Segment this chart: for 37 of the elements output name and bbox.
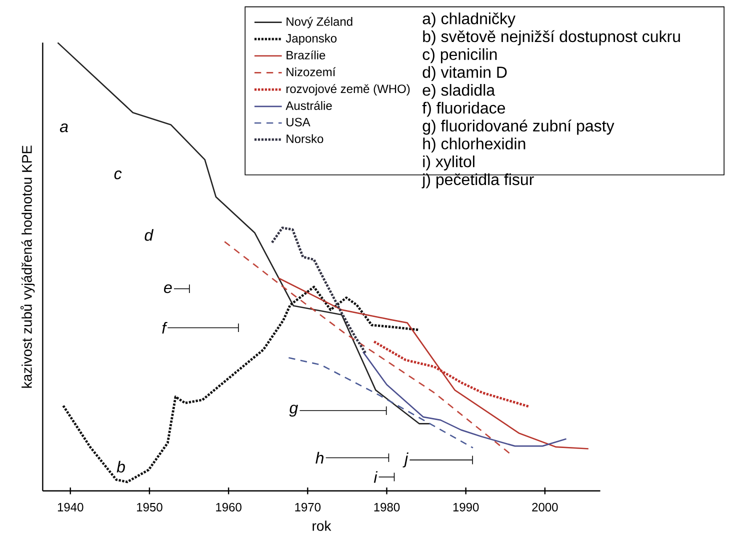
legend-label: rozvojové země (WHO) (286, 84, 410, 96)
text: a) chladničky (422, 12, 516, 28)
annotation: f) fluoridace (422, 102, 505, 117)
legend-label: USA (286, 118, 310, 126)
annotation: e) sladidla (422, 84, 496, 99)
annotation: f (162, 322, 168, 334)
x-tick-label: 2000 (532, 502, 558, 512)
annotation: a (60, 123, 68, 132)
annotation: h (316, 452, 324, 464)
legend-label: Brazílie (286, 50, 326, 60)
annotation: b (116, 460, 125, 473)
x-tick-label: 1950 (137, 502, 162, 512)
x-axis-title: rok (312, 520, 332, 531)
annotation: i (374, 471, 378, 483)
legend-label: Nizozemí (286, 67, 336, 76)
annotation: g) fluoridované zubní pasty (422, 120, 614, 135)
annotation: b) světově nejnižší dostupnost cukru (423, 30, 680, 46)
x-tick-label: 1980 (374, 502, 400, 512)
x-tick-label: 1970 (295, 502, 321, 512)
annotation: c) penicilin (422, 48, 497, 64)
annotation: j (402, 452, 408, 468)
x-tick-label: 1940 (58, 502, 84, 512)
x-tick-label: 1990 (453, 502, 479, 512)
annotation: d (144, 229, 154, 241)
y-axis-title: kazivost zubů vyjádřená hodnotou KPE (20, 146, 35, 388)
annotation: j) pečetidla fisur (422, 173, 534, 188)
annotation: i) xylitol (423, 156, 474, 170)
legend-label: Austrálie (286, 101, 332, 110)
legend-label: Nový Zéland (286, 16, 352, 28)
annotation: c (114, 170, 122, 180)
annotation: d) vitamin D (422, 66, 507, 82)
annotation: e (164, 284, 172, 294)
x-tick-label: 1960 (216, 502, 242, 512)
annotation: h) chlorhexidin (423, 138, 526, 153)
annotation: g (289, 404, 298, 417)
legend-label: Norsko (286, 134, 324, 144)
legend-label: Japonsko (286, 34, 337, 45)
